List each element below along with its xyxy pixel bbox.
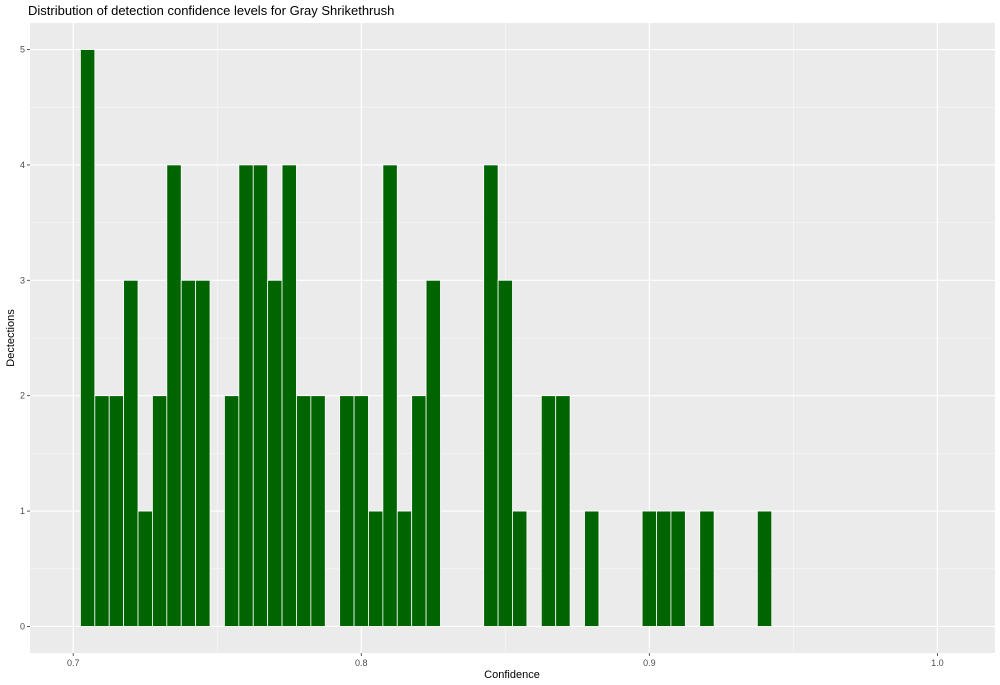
x-axis-ticks: 0.7 0.8 0.9 1.0 [67,653,944,668]
histogram-bar [670,510,686,627]
x-tick-label: 0.7 [67,658,80,668]
histogram-bar [281,164,297,627]
histogram-bar [756,510,773,627]
bars [80,49,773,627]
histogram-bar [339,395,355,627]
histogram-bar [296,395,312,627]
y-tick-label: 2 [20,391,25,401]
histogram-bar [396,510,413,627]
histogram-bar [152,395,168,627]
chart-title: Distribution of detection confidence lev… [28,3,394,18]
histogram-bar [353,395,369,627]
y-axis-ticks: 0 1 2 3 4 5 [20,45,30,631]
histogram-bar [368,510,384,627]
histogram-bar [656,510,672,627]
histogram-bar [310,395,326,627]
histogram-bar [555,395,571,627]
histogram-bar [512,510,528,627]
y-tick-label: 1 [20,506,25,516]
histogram-bar [483,164,499,627]
histogram-bar [180,279,197,627]
y-tick-label: 4 [20,160,25,170]
histogram-bar [137,510,153,627]
x-axis-label: Confidence [484,669,540,681]
x-tick-label: 0.9 [643,658,656,668]
y-axis-label: Dectections [5,309,17,367]
histogram-bar [382,164,398,627]
y-tick-label: 0 [20,621,25,631]
histogram-bar [238,164,254,627]
histogram-bar [497,279,513,627]
histogram-bar [224,395,240,627]
histogram-bar [94,395,110,627]
x-tick-label: 1.0 [931,658,944,668]
histogram-bar [267,279,283,627]
histogram-bar [123,279,139,627]
histogram-bar [411,395,427,627]
histogram-bar [252,164,269,627]
histogram-bar [166,164,182,627]
histogram-bar [425,279,441,627]
y-tick-label: 3 [20,275,25,285]
histogram-bar [641,510,657,627]
histogram-bar [699,510,715,627]
x-tick-label: 0.8 [355,658,368,668]
histogram-bar [195,279,211,627]
histogram-bar [108,395,125,627]
histogram-bar [584,510,600,627]
y-tick-label: 5 [20,45,25,55]
histogram-bar [540,395,557,627]
histogram-bar [80,49,96,627]
